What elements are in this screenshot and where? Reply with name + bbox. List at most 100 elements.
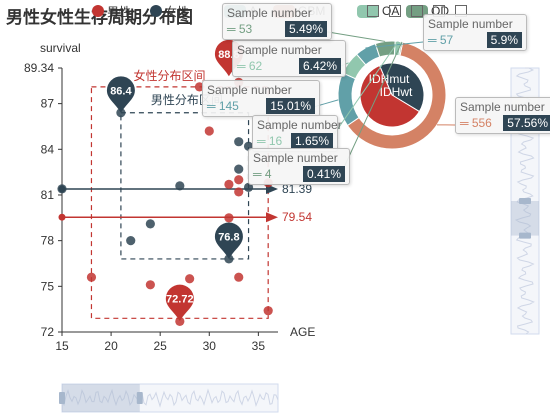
- tooltip: Sample number ═ 62 6.42%: [232, 40, 346, 77]
- y-tick-label: 72: [41, 325, 55, 339]
- x-tick-label: 15: [55, 339, 69, 353]
- tooltip-leader: [339, 41, 403, 177]
- scatter-point: [224, 179, 234, 189]
- tooltip-count: ═ 145: [207, 99, 239, 113]
- tooltip-percent: 5.9%: [486, 32, 522, 48]
- y-datazoom-handle: [519, 232, 531, 239]
- tooltip-header: Sample number: [227, 6, 312, 20]
- tooltip-header: Sample number: [460, 100, 545, 114]
- mark-point-pin: [214, 222, 243, 259]
- tooltip: Sample number ═ 556 57.56%: [455, 97, 550, 134]
- mark-area-label: 女性分布区间: [133, 68, 205, 83]
- donut-slice: [346, 41, 447, 150]
- mark-line-0: 79.54: [58, 210, 312, 224]
- tooltip-row: ═ 16 1.65%: [257, 133, 333, 149]
- tooltip-percent: 1.65%: [290, 133, 333, 149]
- tooltip-row: ═ 62 6.42%: [237, 58, 341, 74]
- mark-point-label: 86.4: [110, 85, 132, 97]
- tooltip-count: ═ 53: [227, 22, 253, 36]
- tooltip: Sample number ═ 4 0.41%: [248, 148, 350, 185]
- legend-label: 男性: [107, 4, 132, 19]
- scatter-point: [243, 182, 254, 192]
- legend-item-0[interactable]: 男性: [92, 3, 131, 19]
- scatter-point: [224, 213, 234, 223]
- tooltip-row: ═ 556 57.56%: [460, 115, 550, 131]
- tooltip-count: ═ 556: [460, 116, 492, 130]
- scatter-point: [263, 306, 273, 316]
- x-axis-title: AGE: [290, 325, 315, 339]
- inner-label: IDHwt: [380, 85, 413, 99]
- y-tick-label: 78: [41, 234, 55, 248]
- tooltip-percent: 6.42%: [298, 58, 341, 74]
- tooltip-row: ═ 4 0.41%: [253, 166, 345, 182]
- scatter-point: [145, 219, 155, 229]
- tooltip-leader: [327, 41, 399, 144]
- scatter-point: [234, 164, 244, 174]
- tooltip: Sample number ═ 57 5.9%: [423, 14, 527, 51]
- tooltip-row: ═ 53 5.49%: [227, 21, 327, 37]
- scatter-point: [145, 280, 155, 290]
- x-tick-label: 20: [104, 339, 118, 353]
- tooltip: Sample number ═ 145 15.01%: [202, 80, 320, 117]
- legend-item-1[interactable]: 女性: [150, 3, 189, 19]
- scatter-point: [185, 274, 195, 284]
- scatter-point: [57, 184, 67, 194]
- tooltip-header: Sample number: [253, 151, 338, 165]
- y-tick-label: 81: [41, 188, 55, 202]
- x-datazoom-handle: [136, 392, 143, 404]
- x-datazoom-shadow: [61, 388, 279, 410]
- inner-label: IDHmut: [369, 72, 410, 86]
- tooltip-header: Sample number: [207, 83, 292, 97]
- y-axis-title: survival: [40, 41, 81, 55]
- tooltip-header: Sample number: [257, 118, 342, 132]
- y-tick-label: 84: [41, 142, 55, 156]
- zoom-icon[interactable]: [411, 5, 423, 17]
- scatter-point: [234, 272, 244, 282]
- mark-point: 72.72: [165, 284, 194, 322]
- x-datazoom: [59, 383, 279, 413]
- tooltip-percent: 15.01%: [266, 98, 315, 114]
- legend-swatch: [150, 5, 162, 17]
- tooltip-count: ═ 57: [428, 33, 454, 47]
- scatter-point: [234, 175, 244, 185]
- tooltip: Sample number ═ 53 5.49%: [222, 3, 332, 40]
- scatter-point: [234, 137, 244, 147]
- mark-point-label: 76.8: [218, 232, 239, 244]
- tooltip-leader: [321, 30, 386, 42]
- scatter-point: [126, 236, 136, 246]
- mark-line-label: 79.54: [282, 210, 312, 224]
- mark-point-label: 72.72: [166, 294, 194, 306]
- x-datazoom-window: [62, 384, 140, 412]
- legend-swatch: [357, 4, 379, 18]
- mark-point-pin: [106, 76, 135, 113]
- x-tick-label: 30: [203, 339, 217, 353]
- tooltip-leader: [365, 41, 424, 49]
- tooltip-count: ═ 16: [257, 134, 283, 148]
- mark-area-box: [90, 86, 269, 319]
- tooltip-header: Sample number: [428, 17, 513, 31]
- legend-item-4[interactable]: OA: [357, 3, 399, 19]
- tooltip-header: Sample number: [237, 43, 322, 57]
- tooltip-percent: 0.41%: [302, 166, 345, 182]
- inner-slice: [359, 64, 421, 128]
- legend-label: 女性: [165, 4, 190, 19]
- y-datazoom-window: [511, 201, 539, 236]
- scatter-point: [175, 316, 185, 326]
- x-datazoom-track: [61, 383, 279, 413]
- y-tick-label: 87: [41, 97, 55, 111]
- legend-swatch: [92, 5, 104, 17]
- tooltip: Sample number ═ 16 1.65%: [252, 115, 342, 152]
- tooltip-count: ═ 62: [237, 59, 263, 73]
- scatter-axes: 72 75 78 81 84 87 89.34 15 20 25 30 35 survival AGE: [24, 41, 315, 353]
- tooltip-percent: 57.56%: [503, 115, 550, 131]
- scatter-point: [86, 272, 97, 282]
- mark-point-pin: [165, 284, 194, 322]
- data-view-icon[interactable]: [389, 5, 401, 17]
- tooltip-percent: 5.49%: [284, 21, 327, 37]
- page-title: 男性女性生存周期分布图: [6, 8, 193, 28]
- y-tick-label: 89.34: [24, 61, 54, 75]
- x-datazoom-handle: [59, 392, 65, 404]
- save-icon[interactable]: [367, 5, 379, 17]
- tooltip-row: ═ 145 15.01%: [207, 98, 315, 114]
